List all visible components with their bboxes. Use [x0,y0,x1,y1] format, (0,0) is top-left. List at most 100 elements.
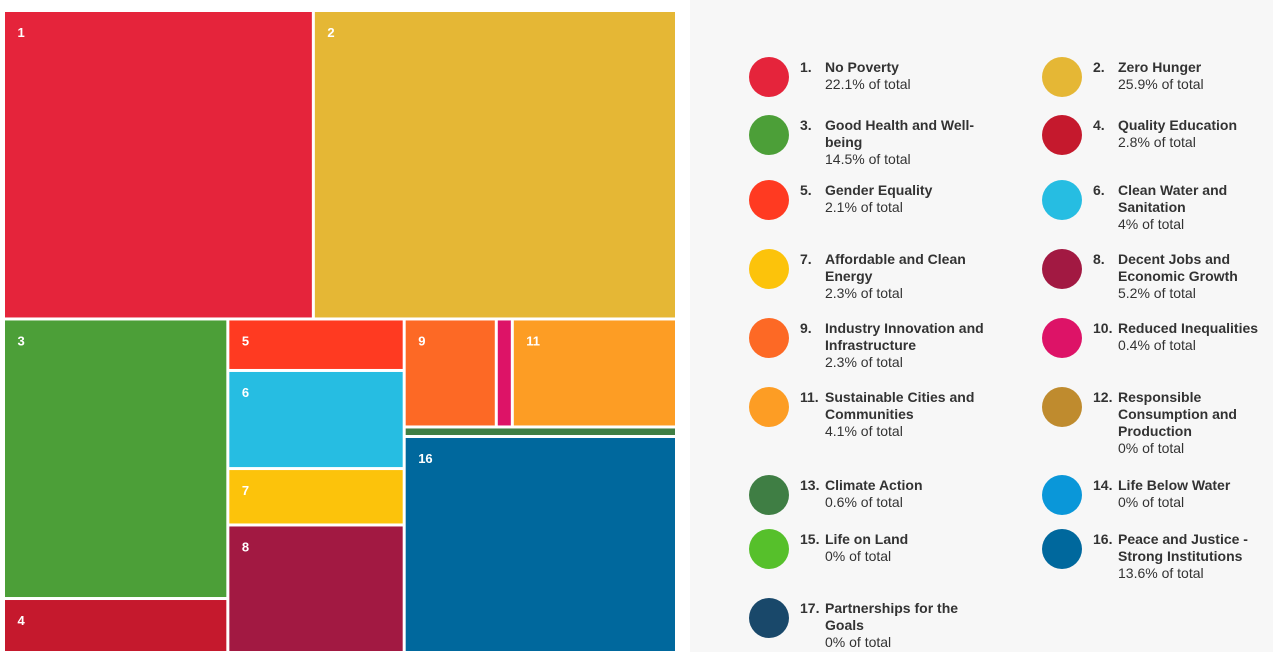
legend-value: 4% of total [1118,216,1185,232]
legend-name: Industry Innovation and Infrastructure [825,320,984,353]
legend-text: Clean Water and Sanitation 4% of total [1118,182,1266,233]
legend-number: 7. [800,251,812,267]
legend-text: Partnerships for the Goals 0% of total [825,600,960,651]
legend-swatch [749,180,789,220]
legend-value: 22.1% of total [825,76,911,92]
legend-text: Quality Education 2.8% of total [1118,117,1266,151]
tile-label: 9 [418,334,425,349]
legend-swatch [749,598,789,638]
legend-swatch [749,529,789,569]
legend-swatch [1042,249,1082,289]
legend-number: 6. [1093,182,1105,198]
legend-number: 14. [1093,477,1113,493]
legend-swatch [1042,318,1082,358]
tile-label: 1 [18,25,25,40]
legend-swatch [1042,387,1082,427]
legend-text: Affordable and Clean Energy 2.3% of total [825,251,1001,302]
tile [405,320,495,426]
legend-swatch [749,115,789,155]
legend-swatch [1042,57,1082,97]
legend-number: 11. [800,389,819,405]
legend-number: 12. [1093,389,1113,405]
tile-label: 3 [18,334,25,349]
tile [5,320,227,598]
legend-text: Good Health and Well-being 14.5% of total [825,117,1001,168]
tile [513,320,675,426]
legend-name: Gender Equality [825,182,933,198]
tile-label: 5 [242,334,249,349]
legend-swatch [749,318,789,358]
legend-number: 16. [1093,531,1113,547]
tile-label: 4 [18,613,26,628]
legend-value: 4.1% of total [825,423,903,439]
legend-name: Partnerships for the Goals [825,600,959,633]
legend-name: Affordable and Clean Energy [825,251,966,284]
legend-name: Reduced Inequalities [1118,320,1259,336]
legend-value: 2.3% of total [825,354,903,370]
legend-swatch [1042,529,1082,569]
legend-text: Peace and Justice - Strong Institutions 1… [1118,531,1266,582]
legend-text: Life Below Water 0% of total [1118,477,1266,511]
legend-name: Climate Action [825,477,923,493]
legend-text: Life on Land 0% of total [825,531,1001,565]
tile-label: 6 [242,385,249,400]
legend-name: No Poverty [825,59,899,75]
legend-text: Gender Equality 2.1% of total [825,182,1001,216]
legend-value: 5.2% of total [1118,285,1196,301]
legend-number: 8. [1093,251,1105,267]
legend-name: Decent Jobs and Economic Growth [1118,251,1238,284]
legend-value: 0.6% of total [825,494,903,510]
legend-number: 15. [800,531,820,547]
tile [229,371,403,468]
legend-value: 14.5% of total [825,151,911,167]
legend-value: 13.6% of total [1118,565,1204,581]
tile-label: 16 [418,451,432,466]
legend-text: Climate Action 0.6% of total [825,477,1001,511]
legend-text: Industry Innovation and Infrastructure 2.… [825,320,1001,371]
tile [5,600,227,651]
legend-value: 0% of total [825,634,892,650]
legend-text: Reduced Inequalities 0.4% of total [1118,320,1266,354]
treemap: 1 2 3 4 5 6 7 8 9 11 16 [5,12,675,651]
legend-swatch [1042,180,1082,220]
legend-value: 0.4% of total [1118,337,1196,353]
tile [229,526,403,651]
legend-swatch [749,387,789,427]
legend-text: Responsible Consumption and Production 0%… [1118,389,1266,457]
tile [405,437,675,651]
tile-label: 8 [242,540,249,555]
tile [5,12,312,318]
tile [229,470,403,524]
legend-swatch [1042,115,1082,155]
legend-number: 13. [800,477,820,493]
legend-swatch [749,57,789,97]
tile-label: 11 [526,334,540,349]
legend-name: Good Health and Well-being [825,117,975,150]
tile [229,320,403,369]
legend-swatch [749,249,789,289]
legend-name: Zero Hunger [1118,59,1202,75]
legend-name: Clean Water and Sanitation [1118,182,1228,215]
tile [497,320,511,426]
tile-label: 7 [242,483,249,498]
legend-value: 2.3% of total [825,285,903,301]
legend-number: 9. [800,320,812,336]
legend-text: Decent Jobs and Economic Growth 5.2% of t… [1118,251,1266,302]
legend-name: Peace and Justice - Strong Institutions [1118,531,1248,564]
legend-name: Sustainable Cities and Communities [825,389,975,422]
legend-name: Life Below Water [1118,477,1231,493]
legend-swatch [1042,475,1082,515]
legend-number: 17. [800,600,820,616]
tile [314,12,675,318]
legend-number: 5. [800,182,812,198]
tile-label: 2 [327,25,334,40]
legend-value: 0% of total [1118,440,1185,456]
legend-number: 1. [800,59,812,75]
legend-number: 2. [1093,59,1105,75]
legend-number: 10. [1093,320,1113,336]
legend-value: 2.1% of total [825,199,903,215]
legend-number: 3. [800,117,812,133]
legend-value: 0% of total [1118,494,1185,510]
legend-name: Quality Education [1118,117,1238,133]
